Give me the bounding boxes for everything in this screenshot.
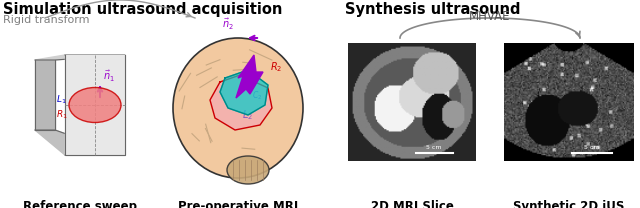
Polygon shape <box>35 130 125 155</box>
FancyBboxPatch shape <box>504 43 634 161</box>
Text: $C_2$: $C_2$ <box>252 90 262 103</box>
Text: MHVAE: MHVAE <box>469 10 511 23</box>
Text: $\vec{n}_1$: $\vec{n}_1$ <box>103 69 115 84</box>
Polygon shape <box>220 70 268 115</box>
Text: $L_2$: $L_2$ <box>242 108 253 122</box>
Text: Synthesis ultrasound: Synthesis ultrasound <box>345 2 520 17</box>
Polygon shape <box>210 75 272 130</box>
Ellipse shape <box>69 88 121 123</box>
Ellipse shape <box>227 156 269 184</box>
Text: Rigid transform: Rigid transform <box>3 15 90 25</box>
Text: Simulation ultrasound acquisition: Simulation ultrasound acquisition <box>3 2 282 17</box>
Text: 5 cm: 5 cm <box>584 145 600 150</box>
Polygon shape <box>65 55 125 155</box>
Text: $R_2$: $R_2$ <box>270 60 282 74</box>
Ellipse shape <box>173 38 303 178</box>
Text: Reference sweep: Reference sweep <box>23 200 137 208</box>
Text: $\vec{n}_2$: $\vec{n}_2$ <box>222 17 234 32</box>
Text: Synthetic 2D iUS: Synthetic 2D iUS <box>513 200 625 208</box>
Polygon shape <box>35 60 55 130</box>
FancyBboxPatch shape <box>348 43 476 161</box>
Text: 5 cm: 5 cm <box>426 145 442 150</box>
Text: Pre-operative MRI: Pre-operative MRI <box>178 200 298 208</box>
Text: $L_1$: $L_1$ <box>56 94 67 106</box>
Text: 2D MRI Slice: 2D MRI Slice <box>371 200 453 208</box>
Polygon shape <box>35 55 125 60</box>
Polygon shape <box>236 55 263 98</box>
Text: $R_1$: $R_1$ <box>56 109 68 121</box>
